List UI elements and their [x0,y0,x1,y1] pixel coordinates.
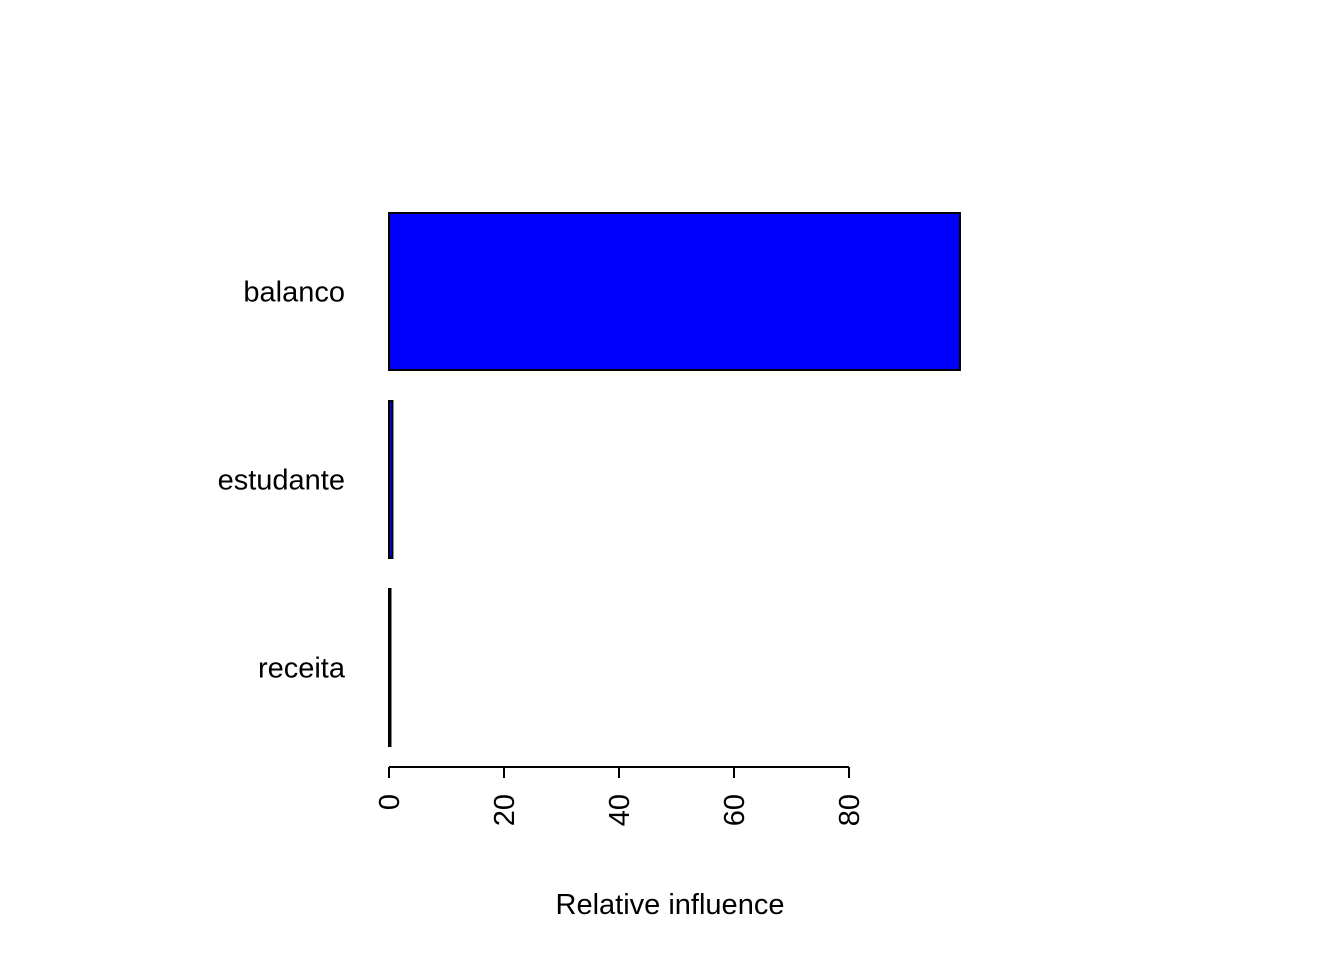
category-label-estudante: estudante [218,465,345,497]
bars-layer [388,212,961,747]
bar-estudante [388,400,394,559]
bar-balanco [388,212,961,371]
x-tick-label-0: 0 [374,794,406,810]
x-axis-title: Relative influence [556,889,785,921]
category-label-balanco: balanco [243,277,345,309]
category-labels: balanco estudante receita [218,277,346,685]
x-tick-label-20: 20 [489,794,521,826]
x-tick-label-60: 60 [719,794,751,826]
x-tick-label-80: 80 [834,794,866,826]
x-tick-label-40: 40 [604,794,636,826]
category-label-receita: receita [258,653,346,685]
bar-receita [388,588,392,747]
x-axis: 0 20 40 60 80 [374,766,866,826]
